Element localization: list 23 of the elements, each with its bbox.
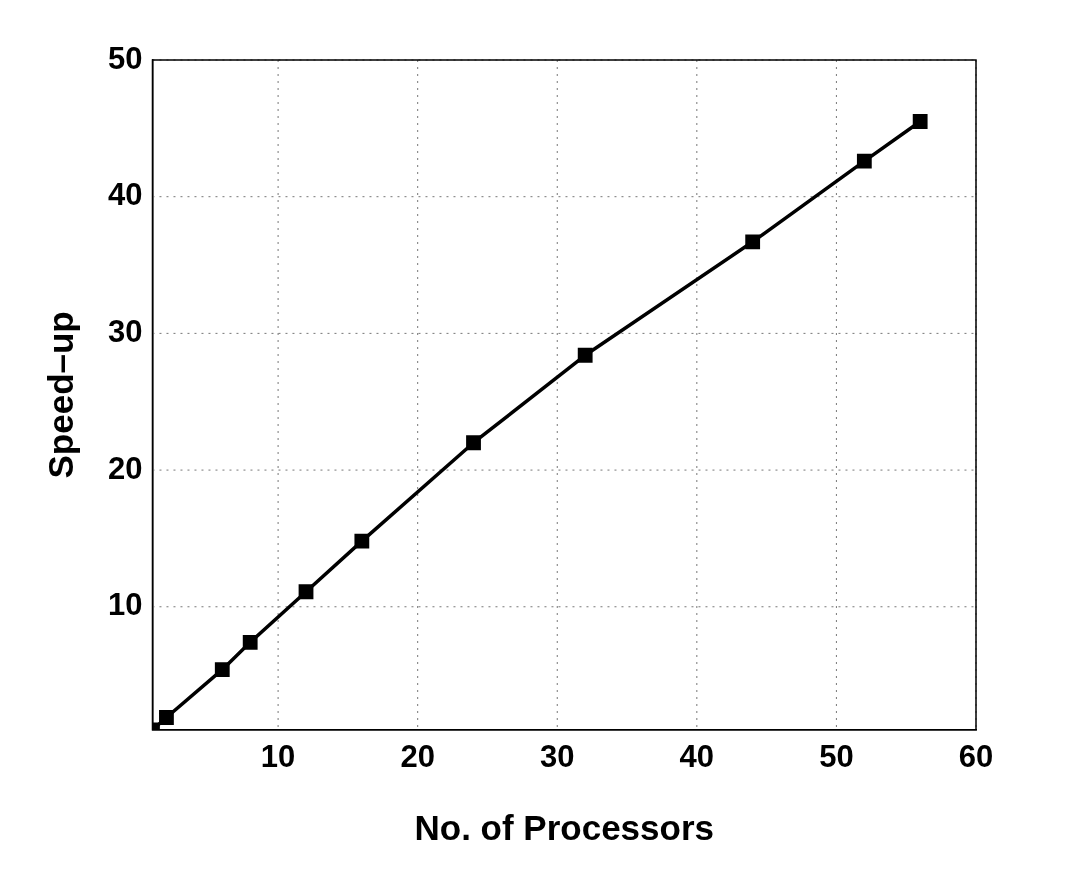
x-tick-label: 10	[260, 738, 296, 774]
point	[577, 347, 593, 363]
point	[354, 533, 370, 549]
y-axis-title: Speed–up	[40, 311, 80, 479]
point	[912, 114, 928, 129]
x-tick-label: 60	[958, 738, 994, 774]
x-tick-label: 50	[819, 738, 854, 774]
x-tick-label: 20	[400, 738, 435, 774]
y-tick-label: 50	[108, 40, 143, 76]
x-axis-title: No. of Processors	[414, 807, 715, 847]
x-tick-label: 30	[540, 738, 575, 774]
x-tick-label: 40	[679, 738, 715, 774]
point	[745, 234, 761, 250]
point	[242, 634, 258, 650]
point	[298, 584, 314, 600]
y-tick-label: 30	[108, 313, 143, 349]
point	[466, 435, 481, 451]
y-tick-label: 40	[108, 177, 143, 213]
point	[856, 153, 872, 169]
y-tick-label: 10	[108, 587, 143, 623]
point	[159, 710, 174, 725]
y-tick-label: 20	[108, 450, 143, 486]
point	[214, 662, 230, 678]
